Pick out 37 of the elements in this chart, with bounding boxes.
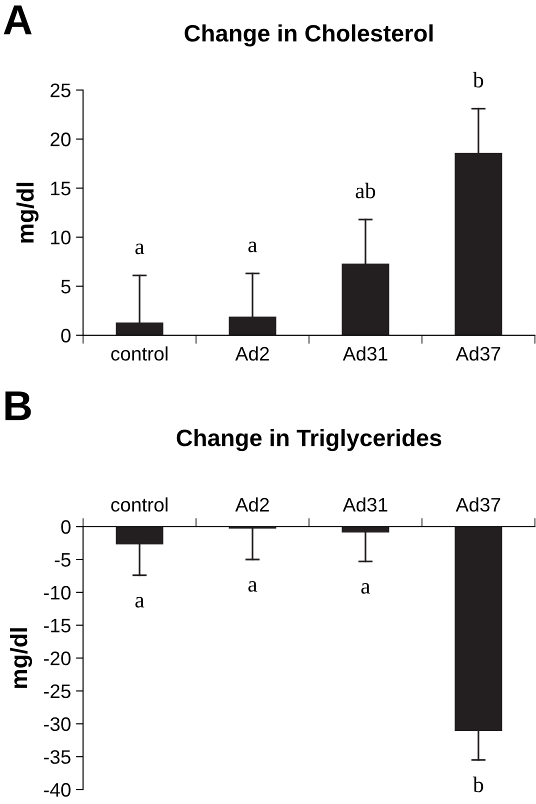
x-tick-label: control [111,497,168,512]
x-tick-label: Ad2 [235,497,269,512]
x-tick-label: Ad31 [342,497,388,512]
x-tick-label: Ad37 [456,497,500,512]
x-tick-label: Ad37 [456,346,500,361]
y-axis-title: mg/dl [10,628,32,688]
annotation: a [135,596,144,608]
chart-title: Change in Cholesterol [184,24,433,46]
y-tick-label: 5 [61,280,70,294]
y-tick-label: -5 [54,553,70,567]
text: A [4,6,32,34]
y-tick-label: 20 [50,132,71,146]
annotation: b [472,776,484,792]
x-tick-label: control [111,346,168,361]
text: B [5,391,31,420]
annotation: a [248,581,258,592]
annotation: a [135,244,144,254]
y-tick-label: -10 [44,586,71,600]
annotation: b [472,72,484,88]
x-tick-label: Ad31 [342,346,388,361]
y-tick-label: 0 [61,328,71,343]
y-tick-label: -30 [44,717,71,732]
y-tick-label: -20 [44,652,71,666]
chart-title: Change in Triglycerides [176,428,442,452]
x-tick-label: Ad2 [235,346,269,361]
y-tick-label: -25 [44,684,70,698]
y-tick-label: 0 [61,520,71,534]
y-tick-label: -35 [44,750,70,764]
y-tick-label: 15 [51,182,70,196]
annotation: a [361,583,370,594]
y-tick-label: -15 [44,618,70,632]
y-tick-label: 25 [50,84,70,98]
y-tick-label: 10 [51,230,71,244]
y-axis-title: mg/dl [16,182,39,243]
y-tick-label: -40 [44,782,71,797]
annotation: a [248,242,258,252]
annotation: ab [356,182,376,198]
